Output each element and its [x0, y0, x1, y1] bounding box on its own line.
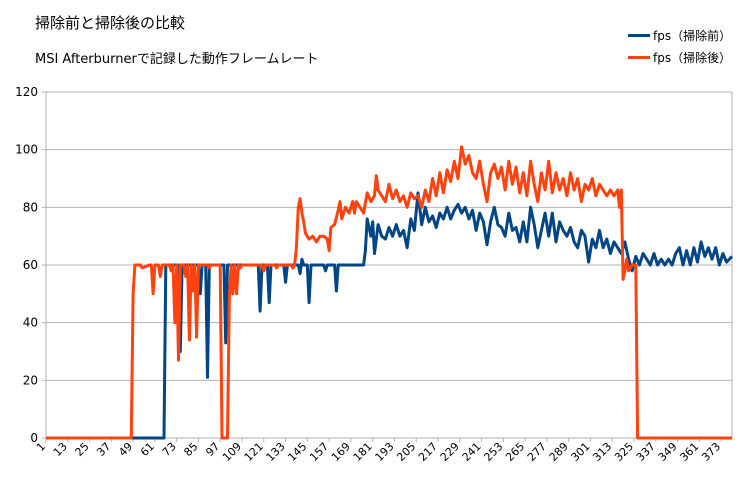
x-tick-label: 97: [203, 440, 222, 459]
x-tick-label: 13: [51, 440, 70, 459]
y-tick-label: 40: [23, 316, 38, 330]
x-tick-label: 265: [503, 440, 527, 464]
y-tick-label: 20: [23, 373, 38, 387]
x-tick-label: 25: [73, 440, 92, 459]
series-line-after: [46, 145, 732, 440]
legend-swatch-after: [628, 55, 650, 59]
x-tick-label: 337: [634, 440, 658, 464]
grid-lines: [46, 91, 732, 439]
y-tick-labels: 0 20 40 60 80 100 120: [15, 85, 38, 445]
legend-swatch-before: [628, 33, 650, 37]
x-tick-label: 241: [460, 440, 484, 464]
x-tick-label: 361: [677, 440, 701, 464]
x-tick-label: 325: [612, 440, 636, 464]
x-tick-label: 193: [373, 440, 397, 464]
y-tick-label: 80: [23, 200, 38, 214]
x-tick-label: 181: [351, 440, 375, 464]
x-tick-label: 49: [116, 440, 135, 459]
x-tick-label: 373: [699, 440, 723, 464]
legend-item-after: fps（掃除後）: [628, 46, 731, 68]
series-lines: [46, 145, 734, 440]
x-tick-label: 37: [94, 440, 113, 459]
chart-subtitle: MSI Afterburnerで記録した動作フレームレート: [35, 52, 319, 67]
y-tick-label: 120: [15, 85, 38, 99]
x-tick-label: 349: [656, 440, 680, 464]
chart-title: 掃除前と掃除後の比較: [35, 14, 186, 32]
x-tick-label: 61: [138, 440, 157, 459]
x-tick-label: 85: [181, 440, 200, 459]
series-line-before: [46, 191, 734, 440]
x-tick-label: 253: [481, 440, 505, 464]
chart-axes: [42, 91, 733, 442]
y-tick-label: 60: [23, 258, 38, 272]
x-tick-label: 133: [264, 440, 288, 464]
x-tick-label: 1: [34, 440, 48, 454]
y-tick-label: 0: [30, 431, 38, 445]
x-tick-label: 301: [569, 440, 593, 464]
x-tick-label: 289: [547, 440, 571, 464]
x-tick-label: 109: [220, 440, 244, 464]
y-tick-label: 100: [15, 143, 38, 157]
x-tick-labels: 1 13 25 37 49 61 73 85 9710912113314515716918119…: [34, 440, 723, 464]
x-tick-label: 121: [242, 440, 266, 464]
x-tick-label: 313: [590, 440, 614, 464]
legend-label-after: fps（掃除後）: [653, 50, 732, 65]
x-tick-label: 73: [160, 440, 179, 459]
x-tick-label: 157: [307, 440, 331, 464]
x-tick-label: 145: [285, 440, 309, 464]
legend-item-before: fps（掃除前）: [628, 24, 731, 46]
x-tick-label: 205: [394, 440, 418, 464]
chart-legend: fps（掃除前） fps（掃除後）: [628, 24, 731, 68]
x-tick-label: 217: [416, 440, 440, 464]
x-tick-label: 277: [525, 440, 549, 464]
legend-label-before: fps（掃除前）: [653, 28, 732, 43]
x-tick-label: 229: [438, 440, 462, 464]
x-tick-label: 169: [329, 440, 353, 464]
